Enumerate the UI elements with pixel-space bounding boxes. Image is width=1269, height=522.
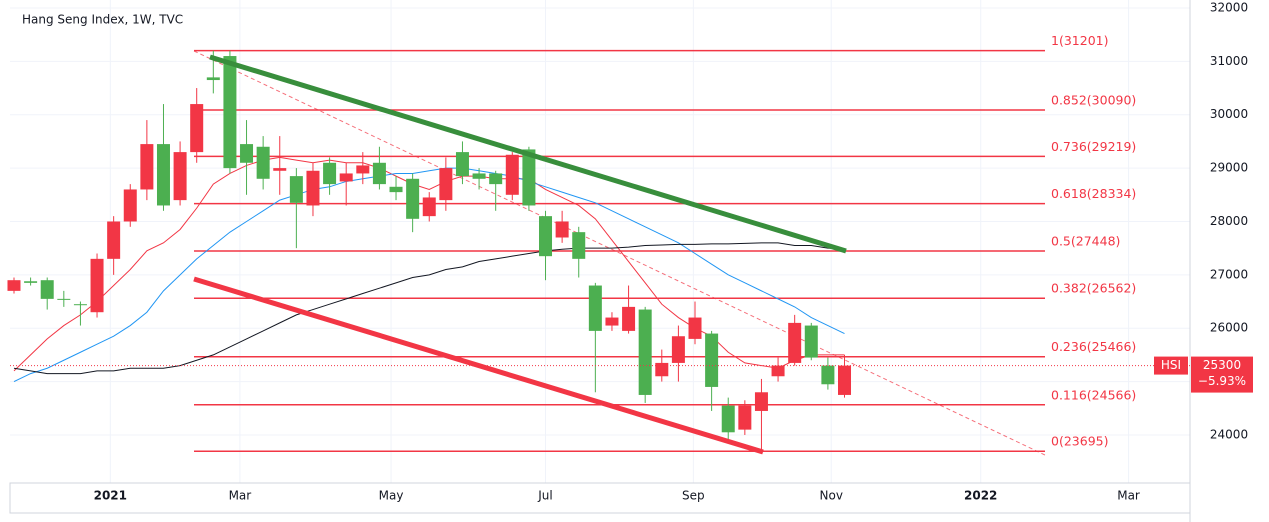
- candle-body: [422, 197, 436, 217]
- candle-body: [771, 365, 785, 377]
- candle-body: [140, 144, 154, 190]
- candle-body: [107, 221, 121, 259]
- fib-label: 1(31201): [1051, 33, 1108, 48]
- moving-average: [13, 242, 845, 375]
- y-tick-label: 32000: [1210, 1, 1248, 15]
- x-axis-frame: [9, 482, 1191, 514]
- candle-body: [24, 281, 38, 283]
- fib-label: 0.5(27448): [1051, 233, 1120, 248]
- candle-body: [472, 173, 486, 179]
- fib-label: 0.736(29219): [1051, 139, 1136, 154]
- candle-body: [439, 168, 453, 201]
- grid: [10, 0, 1190, 483]
- y-tick-label: 28000: [1210, 214, 1248, 228]
- candle-body: [156, 144, 170, 206]
- candle-body: [7, 280, 21, 291]
- x-tick-label: Mar: [229, 489, 252, 503]
- symbol-label: HSI: [1161, 358, 1181, 372]
- candle-body: [123, 189, 137, 222]
- candle-body: [90, 258, 104, 313]
- fib-label: 0(23695): [1051, 434, 1108, 449]
- x-tick-label: 2022: [964, 489, 997, 503]
- x-tick-label: Sep: [682, 489, 705, 503]
- candle-body: [206, 77, 220, 81]
- y-tick-label: 26000: [1210, 321, 1248, 335]
- candle-body: [40, 280, 54, 299]
- fibonacci: 1(31201) 0.852(30090) 0.736(29219) 0.618(28…: [194, 33, 1136, 452]
- candle-body: [356, 165, 370, 174]
- candle-body: [754, 392, 768, 411]
- candle-body: [655, 362, 669, 377]
- candle-body: [522, 149, 536, 206]
- candle-body: [455, 152, 469, 177]
- candle-body: [688, 317, 702, 339]
- candle-body: [738, 405, 752, 430]
- moving-average: [13, 167, 845, 383]
- candle-body: [572, 232, 586, 259]
- y-tick-label: 30000: [1210, 107, 1248, 121]
- axes: 2400025000260002700028000290003000031000…: [10, 1, 1253, 503]
- candle-body: [406, 178, 420, 219]
- candle-body: [223, 56, 237, 169]
- y-tick-label: 24000: [1210, 427, 1248, 441]
- candle-body: [190, 104, 204, 153]
- x-tick-label: 2021: [94, 489, 127, 503]
- candle-body: [505, 154, 519, 195]
- candle-body: [622, 306, 636, 331]
- candle-body: [721, 405, 735, 433]
- symbol-tag: [1154, 356, 1188, 375]
- y-tick-label: 27000: [1210, 267, 1248, 281]
- fib-trend-line: [193, 50, 1046, 456]
- candle-body: [372, 162, 386, 185]
- candle-body: [555, 221, 569, 238]
- candle-body: [256, 146, 270, 179]
- price-value: 25300: [1203, 358, 1241, 372]
- candle-body: [638, 309, 652, 395]
- x-tick-label: Nov: [820, 489, 843, 503]
- candle-body: [273, 168, 287, 171]
- x-tick-label: May: [379, 489, 404, 503]
- candle-body: [240, 144, 254, 163]
- candle-body: [323, 162, 337, 185]
- fib-label: 0.116(24566): [1051, 387, 1136, 402]
- candle-body: [339, 173, 353, 182]
- fib-label: 0.618(28334): [1051, 186, 1136, 201]
- candle-body: [838, 365, 852, 395]
- candle-body: [588, 285, 602, 331]
- candle-body: [306, 170, 320, 206]
- candle-body: [489, 173, 503, 185]
- price-change: −5.93%: [1198, 374, 1246, 388]
- fib-label: 0.236(25466): [1051, 339, 1136, 354]
- candle-body: [389, 186, 403, 193]
- candle-body: [173, 152, 187, 201]
- candle-body: [73, 304, 87, 306]
- candle-body: [705, 333, 719, 387]
- candle-body: [821, 365, 835, 385]
- candle-body: [289, 176, 303, 203]
- fib-label: 0.852(30090): [1051, 92, 1136, 107]
- x-tick-label: Jul: [537, 489, 552, 503]
- candle-body: [605, 317, 619, 326]
- price-tag: [1191, 356, 1253, 393]
- candle-body: [671, 336, 685, 363]
- fib-label: 0.382(26562): [1051, 281, 1136, 296]
- y-tick-label: 29000: [1210, 161, 1248, 175]
- x-tick-label: Mar: [1117, 489, 1140, 503]
- trend-line-upper: [209, 54, 847, 254]
- candle-body: [804, 325, 818, 358]
- moving-average: [13, 156, 845, 372]
- y-tick-label: 31000: [1210, 54, 1248, 68]
- candle-body: [57, 298, 71, 300]
- moving-averages: [13, 156, 845, 383]
- candle-body: [539, 216, 553, 257]
- chart-title: Hang Seng Index, 1W, TVC: [22, 13, 183, 27]
- candles: [7, 50, 852, 451]
- candle-body: [788, 322, 802, 363]
